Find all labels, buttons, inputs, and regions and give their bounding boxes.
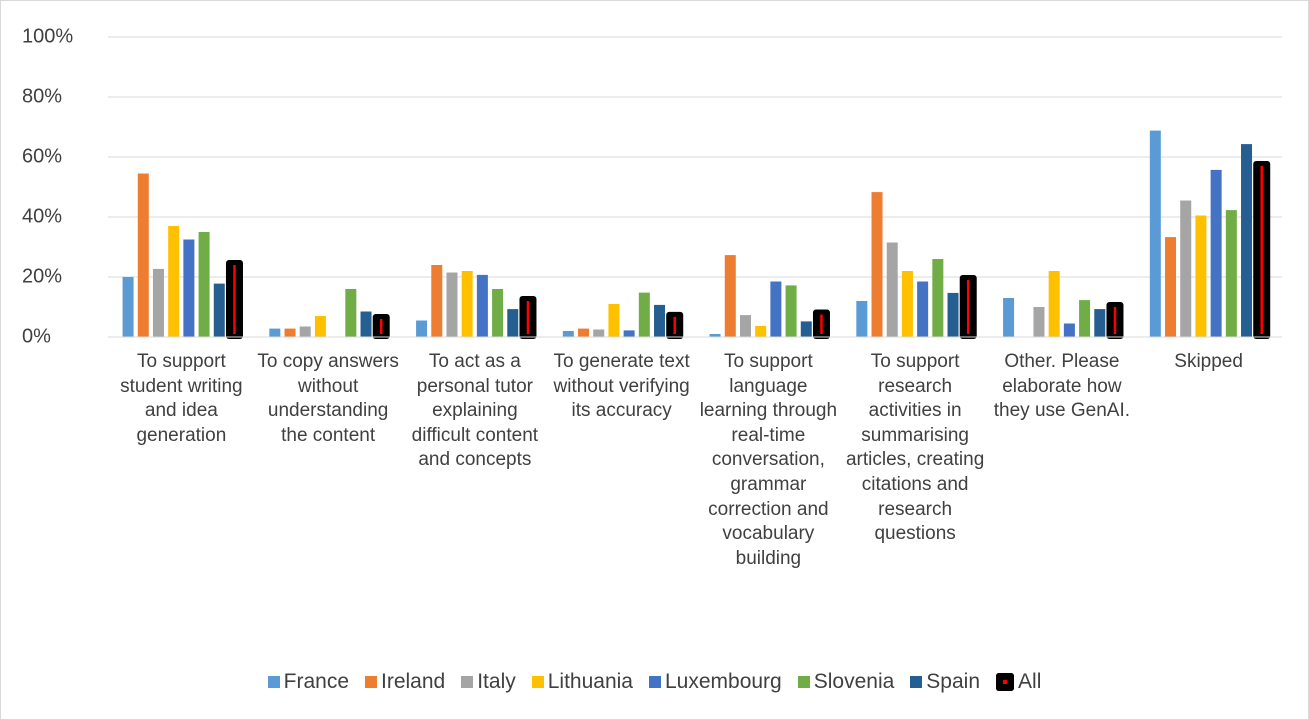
bar [785,285,797,337]
bar [1225,210,1237,337]
bar [345,289,357,337]
bar [856,301,868,337]
bar [623,330,635,337]
bar [871,192,883,337]
y-tick-label: 40% [22,205,62,227]
bar [446,272,458,337]
y-tick-label: 100% [22,25,73,47]
x-tick-label: To support language learning through rea… [699,351,838,569]
bar [739,315,751,337]
legend-swatch [797,676,810,688]
bar [416,320,428,337]
bar [947,292,959,337]
bar [284,328,296,337]
bar [299,326,311,337]
legend-label: Spain [926,670,981,693]
bar [709,334,721,337]
bar [770,281,782,337]
bar [1195,215,1207,337]
bar [1079,300,1091,337]
bar [431,265,443,337]
y-tick-label: 20% [22,265,62,287]
bar [1063,323,1075,337]
legend-item: All [996,670,1041,694]
bar [122,277,134,337]
legend-item: Lithuania [531,670,633,694]
legend-item: Italy [461,670,516,694]
bar [1180,200,1192,337]
legend-label: Italy [477,670,516,693]
x-tick-label: To copy answers without understanding th… [257,351,399,446]
x-tick-label: To support research activities in summar… [845,351,985,545]
legend-item: Ireland [365,670,445,694]
bar [755,325,767,337]
bar [593,329,605,337]
legend-swatch [461,676,474,688]
legend-item: Slovenia [797,670,895,694]
bar [269,328,281,337]
legend-label: Ireland [381,670,446,693]
bar [314,316,326,337]
x-tick-label: To support student writing and idea gene… [120,351,243,446]
bar [183,239,195,337]
bar [137,173,149,337]
bar [461,271,473,337]
y-tick-label: 0% [22,325,51,347]
legend-label: Slovenia [813,670,895,693]
legend-swatch [910,676,923,688]
bar [152,268,164,337]
bar [1165,237,1177,337]
legend-item: Spain [910,670,980,694]
legend-swatch [996,673,1015,691]
bar [213,283,225,337]
legend-swatch [648,676,661,688]
legend-label: France [283,670,349,693]
x-tick-label: To act as a personal tutor explaining di… [411,351,539,471]
legend-swatch [531,676,544,688]
x-tick-label: Skipped [1174,351,1243,372]
legend-item: Luxembourg [648,670,782,694]
legend-label: All [1018,670,1042,693]
bar [1210,169,1222,337]
bar [1033,307,1045,337]
bar [578,328,590,337]
bar [476,274,488,337]
legend-label: Lithuania [547,670,633,693]
bar [1003,298,1015,337]
legend-item: France [267,670,349,694]
legend-label: Luxembourg [664,670,782,693]
bar [507,309,519,337]
bar [198,232,210,337]
bar [724,255,736,337]
bar [654,304,666,337]
bar [917,281,929,337]
bar [932,259,944,337]
bar [1094,309,1106,337]
bar [1149,130,1161,337]
legend-swatch [365,676,377,688]
bar [886,242,898,337]
y-tick-label: 60% [22,145,62,167]
bar [360,311,372,337]
bar [1048,271,1060,337]
bar [1241,144,1253,337]
bar [800,321,812,337]
y-tick-label: 80% [22,85,62,107]
bar [638,292,650,337]
legend: France Ireland Italy Lithuania Luxembourg Slo… [0,670,1309,694]
bar [901,271,913,337]
bar [168,226,180,337]
x-tick-label: To generate text without verifying its a… [553,351,690,422]
legend-swatch [267,676,280,688]
bar [492,289,504,337]
bar [608,304,620,337]
x-tick-label: Other. Please elaborate how they use Gen… [993,351,1130,422]
bar [562,331,574,337]
